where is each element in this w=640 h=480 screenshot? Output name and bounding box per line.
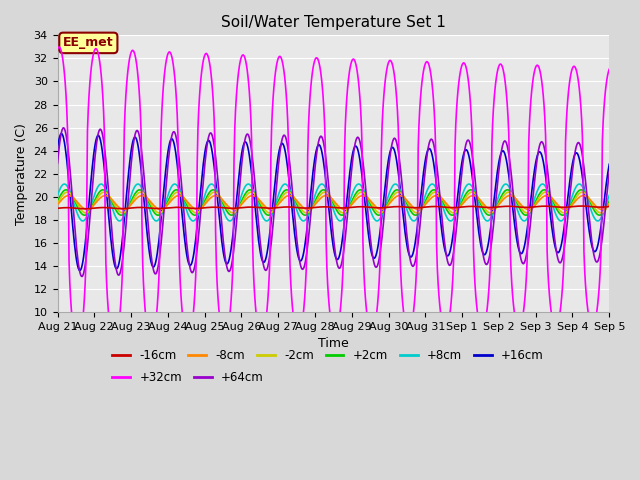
+16cm [418,182,426,188]
+16cm [76,268,84,274]
+2cm [402,199,410,204]
-16cm [206,204,214,210]
Line: -16cm: -16cm [58,206,609,209]
+8cm [557,218,564,224]
Line: +2cm: +2cm [58,190,609,215]
+16cm [122,200,130,205]
-2cm [417,208,424,214]
Line: +16cm: +16cm [58,133,609,271]
-8cm [402,196,410,202]
+32cm [207,71,215,76]
+32cm [74,343,81,348]
+8cm [54,192,61,198]
+2cm [191,212,199,218]
+16cm [402,236,410,241]
+2cm [605,198,613,204]
+2cm [63,187,71,193]
+16cm [54,145,61,151]
+64cm [60,125,67,131]
+64cm [78,274,86,279]
-8cm [54,202,61,207]
Line: +32cm: +32cm [58,47,609,346]
+32cm [178,305,186,311]
+8cm [177,189,184,195]
+32cm [65,174,72,180]
+8cm [120,212,128,218]
+8cm [205,182,213,188]
-8cm [120,206,128,212]
+64cm [65,148,72,154]
-16cm [401,204,409,210]
+64cm [402,223,410,228]
+64cm [122,225,130,230]
+64cm [207,130,215,136]
+32cm [54,46,61,52]
Y-axis label: Temperature (C): Temperature (C) [15,123,28,225]
-16cm [63,205,71,211]
+8cm [605,192,613,198]
-16cm [578,203,586,209]
+8cm [575,181,583,187]
+64cm [605,168,613,174]
-2cm [63,189,71,195]
-16cm [417,204,425,210]
+2cm [207,188,215,193]
-8cm [230,206,238,212]
+2cm [418,205,426,211]
+8cm [417,207,424,213]
-2cm [605,201,613,206]
Title: Soil/Water Temperature Set 1: Soil/Water Temperature Set 1 [221,15,446,30]
-8cm [205,196,213,202]
Legend: +32cm, +64cm: +32cm, +64cm [108,367,269,389]
-16cm [54,205,61,211]
Line: +64cm: +64cm [58,128,609,276]
-8cm [212,192,220,198]
-8cm [418,205,426,211]
-2cm [468,189,476,195]
+2cm [120,211,128,216]
-16cm [177,204,185,210]
+16cm [178,209,186,215]
+16cm [65,172,72,178]
+64cm [54,160,61,166]
-2cm [401,194,408,200]
+16cm [605,161,613,167]
+64cm [178,185,186,191]
-2cm [205,193,213,199]
-16cm [605,204,613,209]
+8cm [63,184,71,190]
Line: -2cm: -2cm [58,192,609,213]
+2cm [54,198,61,204]
Text: EE_met: EE_met [63,36,114,49]
+32cm [55,44,63,50]
-8cm [605,202,613,207]
-8cm [63,193,71,199]
Line: -8cm: -8cm [58,195,609,209]
-16cm [81,206,89,212]
-16cm [121,205,129,211]
+32cm [402,324,410,330]
+32cm [605,66,613,72]
+64cm [418,201,426,206]
X-axis label: Time: Time [318,337,349,350]
+2cm [177,191,185,196]
-8cm [177,193,184,199]
+32cm [122,93,130,99]
+16cm [207,143,215,148]
+16cm [58,131,65,136]
+8cm [401,199,408,204]
-2cm [177,190,184,196]
-2cm [54,201,61,206]
-2cm [120,209,128,215]
-2cm [486,210,494,216]
+32cm [418,79,426,84]
+2cm [173,187,180,192]
Line: +8cm: +8cm [58,184,609,221]
